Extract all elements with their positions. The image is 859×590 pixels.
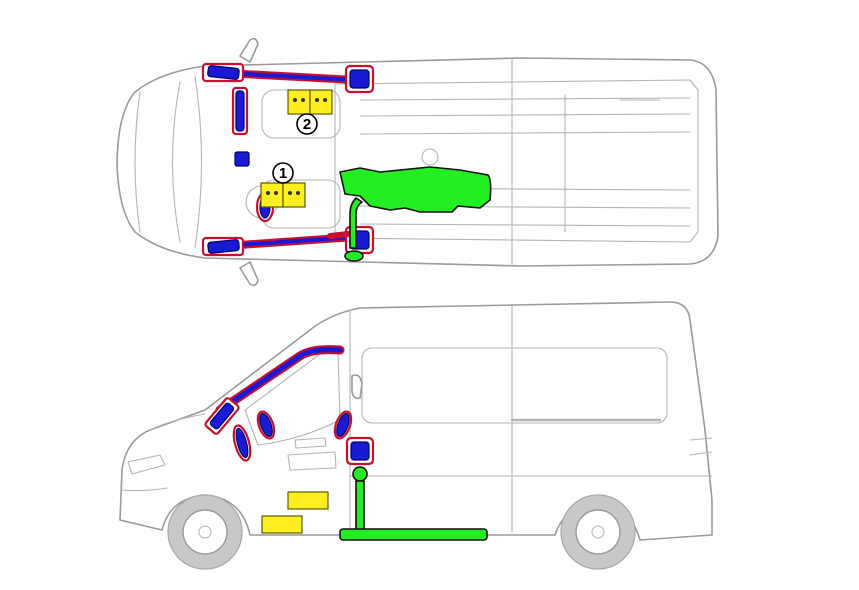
top-view-fuel-pipe [349,197,363,249]
side-view-curtain-airbag [215,345,345,415]
top-view-cargo-outline [334,79,699,243]
side-view-fuel-tank [339,528,488,541]
top-view-windshield [171,81,181,243]
callout-2: 2 [296,113,318,135]
callout-1: 1 [272,162,294,184]
battery-1-top [260,182,306,208]
side-view-headlight [127,454,166,475]
side-view-rear-wheel [560,494,636,570]
battery-2-top [287,89,333,115]
side-view-fuel-filler [352,466,368,482]
top-view-fuel-filler [344,250,364,262]
top-view-mirror-lower [239,261,259,287]
callout-1-label: 1 [279,165,287,182]
top-view-hood-line [134,91,141,233]
side-view-hood [149,413,206,431]
side-view-door-window [244,351,341,446]
top-view-steering-airbag [234,151,250,167]
battery-1-side [261,515,303,534]
top-view-dash [194,75,203,249]
side-view-fuel-pipe [355,480,365,532]
side-view-mirror [351,374,363,400]
callout-2-label: 2 [303,116,311,133]
top-view-fuel-tank [339,166,492,213]
side-view-door-handle [294,437,327,449]
side-view-front-bumper [121,487,169,492]
battery-2-side [287,491,329,510]
side-view-cargo-window [361,347,668,424]
top-view: 2 1 [116,37,719,287]
top-view-body-outline [116,57,719,267]
top-view-mirror-upper [239,37,259,63]
side-view [119,301,713,570]
top-view-floor-rails [359,57,691,267]
side-view-front-wheel [167,494,243,570]
